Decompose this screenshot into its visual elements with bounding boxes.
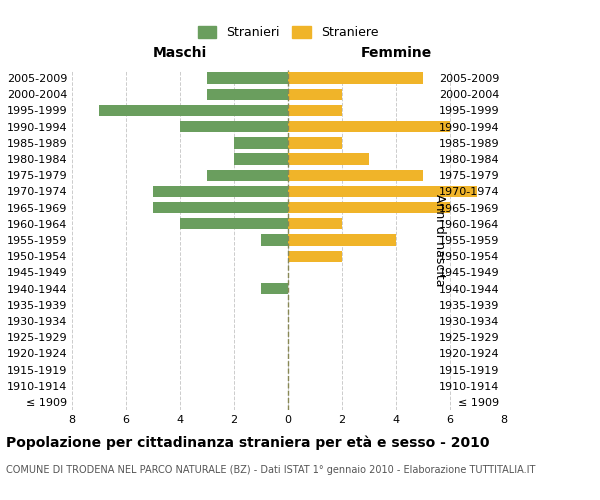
Bar (207, 170, 288, 181)
Text: Popolazione per cittadinanza straniera per età e sesso - 2010: Popolazione per cittadinanza straniera p… (6, 435, 490, 450)
Bar (180, 121, 288, 132)
Y-axis label: Anni di nascita: Anni di nascita (433, 194, 446, 286)
Bar (234, 137, 288, 148)
Bar (261, 283, 288, 294)
Bar (288, 234, 396, 246)
Bar (234, 154, 288, 164)
Legend: Stranieri, Straniere: Stranieri, Straniere (197, 26, 379, 39)
Bar (288, 170, 423, 181)
Bar (288, 154, 369, 164)
Bar (288, 186, 477, 197)
Bar (288, 105, 342, 116)
Bar (288, 218, 342, 230)
Text: Maschi: Maschi (153, 46, 207, 60)
Bar (288, 137, 342, 148)
Y-axis label: Fasce di età: Fasce di età (0, 202, 1, 278)
Text: Femmine: Femmine (361, 46, 431, 60)
Bar (180, 218, 288, 230)
Bar (207, 88, 288, 100)
Bar (288, 72, 423, 84)
Bar (288, 88, 342, 100)
Bar (288, 250, 342, 262)
Text: COMUNE DI TRODENA NEL PARCO NATURALE (BZ) - Dati ISTAT 1° gennaio 2010 - Elabora: COMUNE DI TRODENA NEL PARCO NATURALE (BZ… (6, 465, 535, 475)
Bar (153, 186, 288, 197)
Bar (288, 202, 450, 213)
Bar (99, 105, 288, 116)
Bar (261, 234, 288, 246)
Bar (288, 121, 450, 132)
Bar (207, 72, 288, 84)
Bar (153, 202, 288, 213)
